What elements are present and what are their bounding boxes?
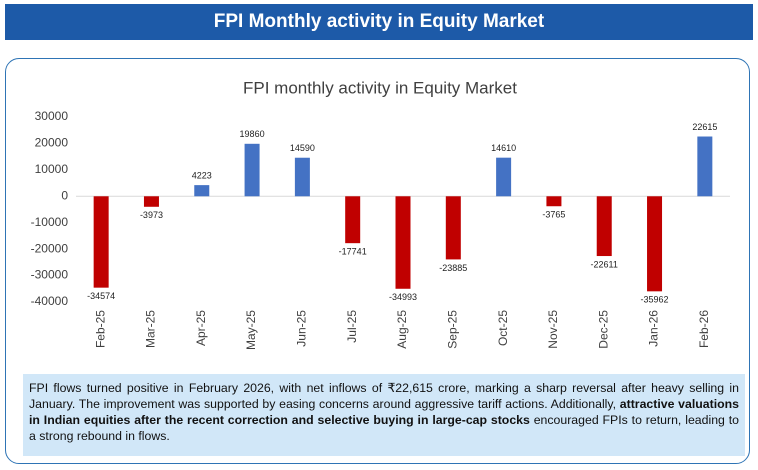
- bar: [345, 196, 361, 244]
- y-tick-label: -20000: [31, 241, 69, 255]
- bar: [143, 196, 159, 207]
- x-tick-label: Jul-25: [345, 310, 359, 343]
- y-tick-label: 30000: [35, 109, 69, 123]
- data-label: -34993: [389, 292, 417, 302]
- bar: [244, 143, 260, 197]
- note-text: FPI flows turned positive in February 20…: [29, 381, 739, 411]
- data-label: -34574: [87, 291, 115, 301]
- data-label: -22611: [591, 259, 618, 269]
- x-tick-label: Oct-25: [496, 310, 510, 346]
- data-label: 14590: [290, 143, 315, 153]
- y-tick-label: 10000: [35, 162, 69, 176]
- y-tick-label: -30000: [31, 268, 69, 282]
- y-tick-label: 20000: [35, 136, 69, 150]
- x-tick-label: Nov-25: [546, 310, 560, 349]
- x-tick-label: Aug-25: [395, 310, 409, 349]
- data-label: 22615: [692, 122, 717, 132]
- data-label: 4223: [192, 170, 212, 180]
- bar: [194, 185, 210, 197]
- y-tick-label: 0: [61, 188, 68, 202]
- note-text: attractive valuations in Indian equities…: [29, 397, 739, 427]
- bar: [93, 196, 109, 288]
- x-tick-label: Jan-26: [647, 310, 661, 347]
- x-tick-label: Apr-25: [194, 310, 208, 346]
- y-tick-label: -10000: [31, 215, 69, 229]
- x-tick-label: Dec-25: [596, 310, 610, 349]
- data-label: 19860: [240, 129, 265, 139]
- data-label: -3765: [542, 210, 565, 220]
- data-label: -17741: [339, 247, 367, 257]
- x-tick-label: Sep-25: [445, 310, 459, 349]
- data-label: -35962: [641, 295, 669, 305]
- bar: [697, 136, 713, 197]
- note: FPI flows turned positive in February 20…: [23, 374, 745, 456]
- x-tick-label: May-25: [244, 310, 258, 350]
- x-tick-label: Jun-25: [295, 310, 309, 347]
- x-tick-label: Feb-26: [697, 310, 711, 348]
- bar: [496, 157, 512, 197]
- data-label: 14610: [491, 143, 516, 153]
- bar: [596, 196, 612, 257]
- chart-title: FPI monthly activity in Equity Market: [243, 78, 517, 97]
- data-label: -3973: [140, 210, 163, 220]
- x-tick-label: Feb-25: [93, 310, 107, 348]
- header-title: FPI Monthly activity in Equity Market: [5, 4, 753, 40]
- y-tick-label: -40000: [31, 294, 69, 308]
- x-tick-label: Mar-25: [144, 310, 158, 348]
- note-text: encouraged FPIs to return, leading to a …: [29, 413, 739, 443]
- bar: [546, 196, 562, 207]
- bar: [395, 196, 411, 289]
- card: [5, 58, 750, 464]
- data-label: -23885: [439, 263, 467, 273]
- bar: [445, 196, 461, 260]
- bar: [647, 196, 663, 292]
- bar: [294, 157, 310, 197]
